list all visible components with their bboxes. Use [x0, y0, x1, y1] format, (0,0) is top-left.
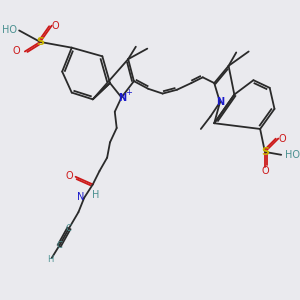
- Text: N: N: [216, 97, 224, 107]
- Text: O: O: [52, 21, 59, 31]
- Text: O: O: [65, 171, 73, 181]
- Text: H: H: [47, 254, 54, 263]
- Text: +: +: [125, 88, 132, 97]
- Text: HO: HO: [2, 26, 17, 35]
- Text: S: S: [36, 37, 44, 47]
- Text: N: N: [77, 192, 84, 202]
- Text: H: H: [92, 190, 99, 200]
- Text: HO: HO: [285, 150, 300, 160]
- Text: O: O: [261, 166, 269, 176]
- Text: O: O: [278, 134, 286, 143]
- Text: N: N: [118, 93, 127, 103]
- Text: C: C: [56, 241, 62, 250]
- Text: C: C: [66, 224, 72, 233]
- Text: O: O: [13, 46, 20, 56]
- Text: S: S: [261, 147, 269, 157]
